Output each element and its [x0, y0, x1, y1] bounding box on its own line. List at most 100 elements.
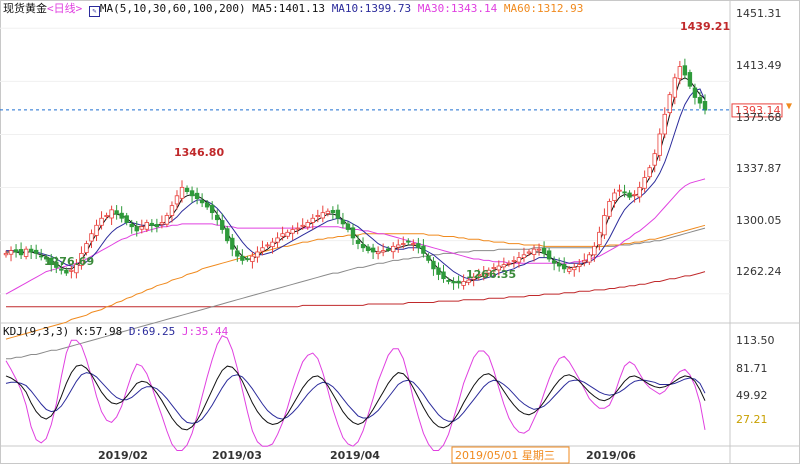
- candle-up: [491, 267, 496, 269]
- ma100-line: [6, 227, 706, 360]
- price-tick: 1262.24: [736, 265, 782, 278]
- date-tick-feb: 2019/02: [98, 449, 148, 462]
- candle-down: [546, 250, 552, 260]
- candle-up: [587, 254, 592, 263]
- period-link[interactable]: <日线>: [47, 2, 83, 15]
- candle-up: [94, 224, 99, 236]
- ma10-line: [6, 88, 706, 281]
- candle-down: [556, 262, 562, 267]
- candle-down: [456, 280, 461, 284]
- candle-down: [220, 220, 225, 230]
- date-cursor-box: [451, 446, 570, 464]
- candle-up: [476, 274, 481, 276]
- candle-up: [582, 260, 587, 263]
- instrument-title: 现货黄金: [3, 2, 47, 15]
- candle-up: [501, 264, 507, 268]
- candle-down: [687, 72, 693, 87]
- candle-down: [64, 269, 69, 274]
- candle-down: [149, 222, 155, 226]
- ma5-value: MA5:1401.13: [252, 2, 326, 15]
- price-tick: 1337.87: [736, 162, 782, 175]
- candle-down: [39, 255, 44, 258]
- candle-up: [652, 153, 657, 166]
- candle-up: [567, 268, 572, 272]
- candle-down: [230, 237, 235, 250]
- candle-down: [436, 267, 441, 275]
- candle-up: [99, 217, 104, 226]
- price-tick: 1413.49: [736, 59, 782, 72]
- ma-settings-icon[interactable]: ✎: [88, 6, 100, 17]
- candle-up: [647, 167, 652, 178]
- candle-down: [18, 249, 24, 256]
- kdj-tick: 27.21: [736, 413, 768, 426]
- candle-up: [632, 193, 637, 196]
- price-arrow-icon: ▼: [786, 101, 792, 112]
- candle-down: [154, 224, 160, 228]
- candle-up: [657, 133, 662, 156]
- candle-up: [300, 224, 305, 227]
- candle-up: [280, 233, 285, 237]
- annotation-feb-high: 1346.80: [174, 146, 224, 159]
- kdj-j-line: [5, 335, 706, 451]
- kdj-d-line: [5, 372, 706, 424]
- chart-header: 现货黄金<日线> ✎ MA(5,10,30,60,100,200) MA5:140…: [3, 2, 583, 17]
- candle-up: [592, 245, 597, 256]
- candle-up: [84, 243, 89, 253]
- candle-down: [345, 223, 351, 230]
- ma30-value: MA30:1343.14: [417, 2, 498, 15]
- candle-down: [235, 250, 240, 257]
- candle-up: [250, 255, 255, 262]
- candle-up: [471, 276, 476, 280]
- candle-up: [461, 281, 466, 286]
- candle-down: [215, 214, 220, 221]
- candle-up: [265, 244, 270, 247]
- candle-up: [380, 250, 386, 253]
- candle-down: [184, 187, 190, 192]
- date-tick-mar: 2019/03: [212, 449, 262, 462]
- price-annotations: 1439.21 1346.80 1276.69 1266.35: [44, 20, 730, 281]
- candle-up: [662, 113, 667, 135]
- candle-up: [320, 212, 326, 219]
- annotation-jan-low: 1276.69: [44, 255, 94, 268]
- candle-up: [617, 189, 622, 192]
- ma200-line: [6, 271, 706, 308]
- current-price-tag: 1393.14: [735, 104, 781, 117]
- candle-down: [682, 65, 688, 76]
- candle-up: [642, 177, 647, 189]
- ma-label: MA(5,10,30,60,100,200): [99, 2, 246, 15]
- ma60-value: MA60:1312.93: [503, 2, 584, 15]
- candle-down: [54, 261, 59, 268]
- candle-down: [204, 202, 210, 208]
- candle-down: [335, 209, 341, 219]
- candle-up: [597, 231, 602, 246]
- candle-down: [340, 219, 346, 225]
- candle-layer: [3, 58, 708, 290]
- candle-down: [385, 248, 391, 251]
- candle-down: [370, 247, 376, 253]
- candle-down: [702, 101, 708, 111]
- candle-down: [421, 245, 426, 254]
- kdj-header: KDJ(9,3,3) K:57.98 D:69.25 J:35.44: [3, 325, 228, 339]
- candle-up: [74, 264, 79, 274]
- candle-up: [612, 192, 617, 201]
- candle-down: [124, 215, 129, 223]
- candle-up: [290, 229, 295, 234]
- candle-down: [59, 268, 64, 271]
- candle-down: [13, 249, 19, 253]
- candle-up: [391, 245, 396, 253]
- candle-up: [159, 222, 165, 225]
- candle-up: [260, 247, 265, 252]
- candle-down: [692, 87, 698, 98]
- candle-down: [627, 192, 632, 198]
- price-tick: 1300.05: [736, 214, 782, 227]
- candle-up: [305, 222, 310, 228]
- kdj-axis: 113.50 81.71 49.92 27.21: [736, 334, 775, 426]
- candle-down: [416, 243, 421, 249]
- candle-up: [411, 243, 416, 245]
- candle-up: [139, 226, 144, 230]
- candle-up: [511, 260, 517, 262]
- candle-up: [667, 94, 672, 114]
- candle-up: [577, 264, 582, 267]
